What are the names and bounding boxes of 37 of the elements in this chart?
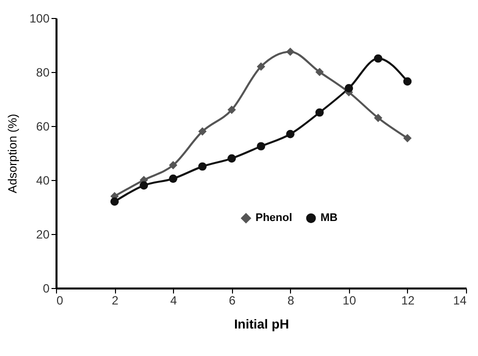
y-tick-label: 20 (36, 228, 50, 242)
legend-label: MB (320, 212, 338, 224)
point (110, 197, 119, 206)
y-tick-label: 40 (36, 174, 50, 188)
point (374, 54, 382, 63)
x-tick-label: 8 (287, 294, 294, 308)
point (198, 127, 207, 136)
y-tick-label: 80 (36, 66, 50, 80)
y-axis-title: Adsorption (%) (5, 114, 20, 194)
point (403, 77, 412, 86)
legend-label: Phenol (256, 212, 292, 224)
point (168, 160, 178, 170)
y-tick-label: 0 (42, 282, 50, 296)
point (344, 84, 354, 92)
x-tick-label: 14 (453, 294, 467, 308)
point (286, 48, 294, 56)
x-axis-title: Initial pH (234, 316, 289, 332)
x-tick-label: 12 (401, 294, 415, 308)
point (374, 114, 382, 122)
x-tick-label: 10 (342, 294, 356, 308)
point (256, 62, 266, 71)
point (286, 130, 294, 138)
y-tick-label: 60 (36, 120, 50, 134)
point (228, 106, 236, 114)
point (168, 174, 178, 183)
point (256, 142, 266, 150)
y-tick-label: 100 (29, 12, 50, 26)
point (140, 181, 148, 190)
point (403, 134, 412, 142)
x-tick-label: 4 (170, 294, 178, 308)
point (228, 154, 236, 163)
x-tick-label: 2 (112, 294, 119, 308)
point (315, 68, 324, 76)
point (198, 162, 207, 171)
point (315, 108, 324, 117)
x-tick-label: 6 (228, 294, 236, 308)
x-tick-label: 0 (56, 294, 64, 308)
